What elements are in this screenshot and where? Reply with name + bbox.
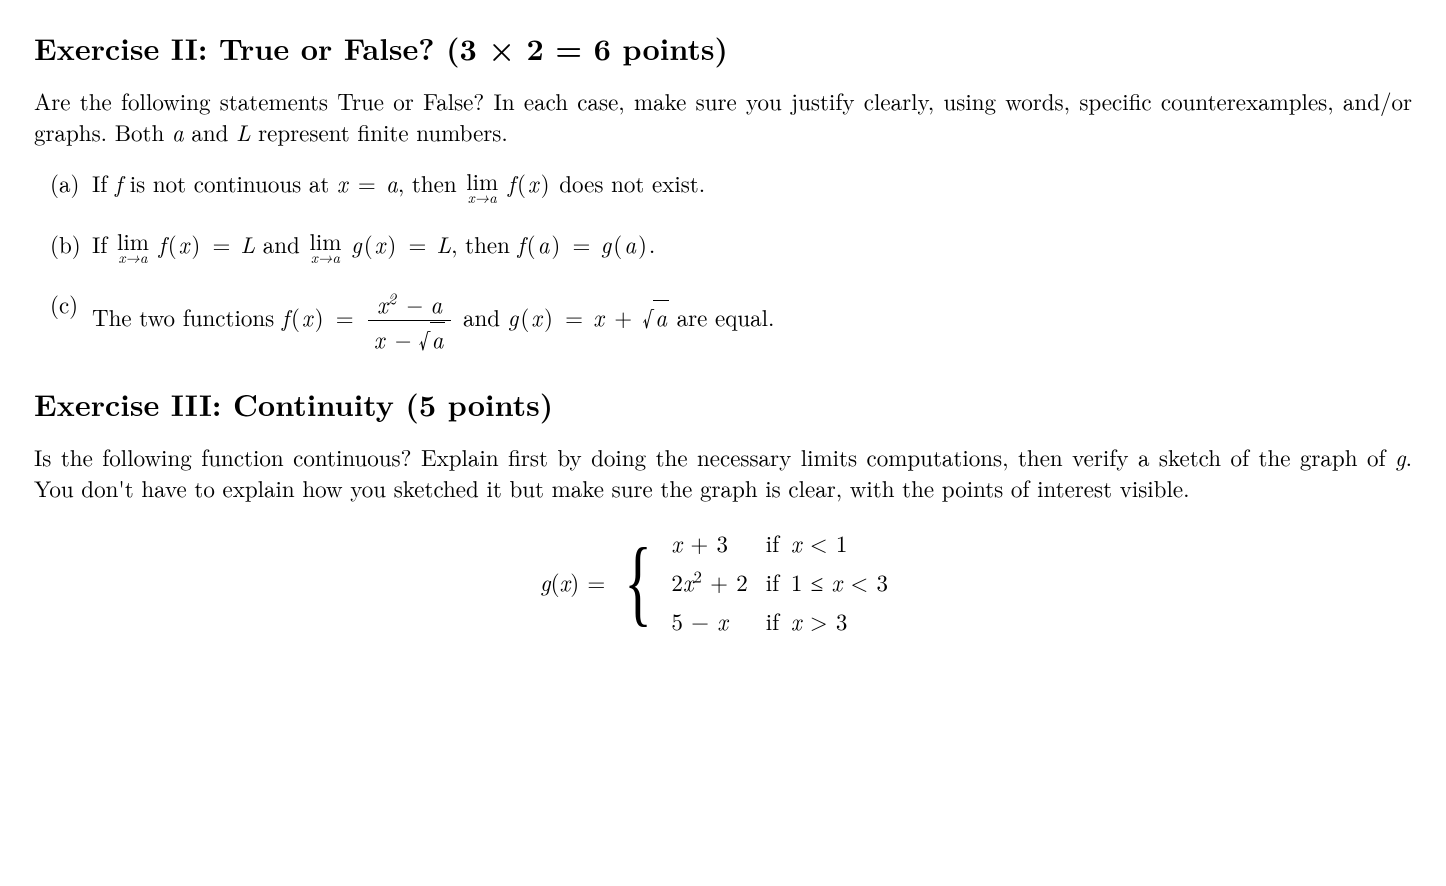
item-a-lim: limx→a	[466, 169, 498, 206]
exercise-2-heading: Exercise II: True or False? (3 × 2 = 6 p…	[34, 28, 1412, 67]
intro-L: L	[236, 115, 250, 148]
intro-and: and	[184, 115, 236, 148]
item-a-mid1: is not continuous at	[122, 166, 337, 199]
left-brace-icon: {	[625, 541, 653, 623]
piece-row: 2x2 + 2 if 1 ≤ x < 3	[671, 562, 906, 601]
piece-row: x + 3 if x < 1	[671, 523, 906, 562]
item-b-lim2: limx→a	[309, 229, 341, 266]
item-c-post: are equal.	[669, 300, 774, 333]
item-b-lim1: limx→a	[117, 229, 149, 266]
item-a-eq: x = a	[337, 166, 398, 199]
piece-row: 5 − x if x > 3	[671, 601, 906, 640]
item-a-mid2: , then	[398, 166, 464, 199]
piecewise-definition: g(x) = { x + 3 if x < 1 2x2 + 2 if 1 ≤ x…	[34, 523, 1412, 640]
item-b-then: , then	[451, 227, 517, 260]
piece-expr: x + 3	[671, 523, 765, 562]
item-b-fa: f(a) = g(a)	[518, 227, 649, 260]
intro-a: a	[172, 115, 184, 148]
item-c-label: (c)	[50, 288, 78, 319]
item-b-and: and	[255, 227, 307, 260]
item-a: (a) If f is not continuous at x = a, the…	[50, 167, 1412, 206]
item-a-pre: If	[92, 166, 115, 199]
item-c-pre: The two functions	[92, 300, 282, 333]
item-a-f: f	[115, 166, 122, 199]
item-b-dot: .	[649, 227, 655, 260]
item-a-post: does not exist.	[552, 166, 706, 199]
piece-cond: if 1 ≤ x < 3	[766, 562, 906, 601]
exercise-3-intro: Is the following function continuous? Ex…	[34, 441, 1412, 503]
piece-expr: 2x2 + 2	[671, 562, 765, 601]
exercise-2-items: (a) If f is not continuous at x = a, the…	[34, 167, 1412, 354]
piecewise-lhs: g(x) =	[540, 566, 605, 597]
item-c-frac: x2 − ax − √a	[368, 288, 451, 354]
item-b-pre: If	[92, 227, 115, 260]
exercise-2-intro: Are the following statements True or Fal…	[34, 85, 1412, 147]
item-c: (c) The two functions f(x) = x2 − ax − √…	[50, 288, 1412, 354]
piece-expr: 5 − x	[671, 601, 765, 640]
intro-post: represent finite numbers.	[250, 115, 507, 148]
item-c-gx: g(x) = x + √a	[508, 300, 669, 333]
item-b-fx: f(x) = L	[159, 227, 255, 260]
piecewise-table: x + 3 if x < 1 2x2 + 2 if 1 ≤ x < 3 5 − …	[671, 523, 906, 640]
item-a-fx: f(x)	[508, 166, 552, 199]
exercise-3-heading: Exercise III: Continuity (5 points)	[34, 384, 1412, 423]
ex3-g: g	[1395, 440, 1406, 473]
item-b-gx: g(x) = L	[351, 227, 451, 260]
item-b: (b) If limx→a f(x) = L and limx→a g(x) =…	[50, 228, 1412, 267]
item-c-fx: f(x) =	[282, 300, 364, 333]
piece-cond: if x > 3	[766, 601, 906, 640]
ex3-intro-pre: Is the following function continuous? Ex…	[34, 440, 1395, 473]
piece-cond: if x < 1	[766, 523, 906, 562]
item-a-label: (a)	[50, 167, 79, 198]
item-b-label: (b)	[50, 228, 81, 259]
item-c-and: and	[455, 300, 507, 333]
